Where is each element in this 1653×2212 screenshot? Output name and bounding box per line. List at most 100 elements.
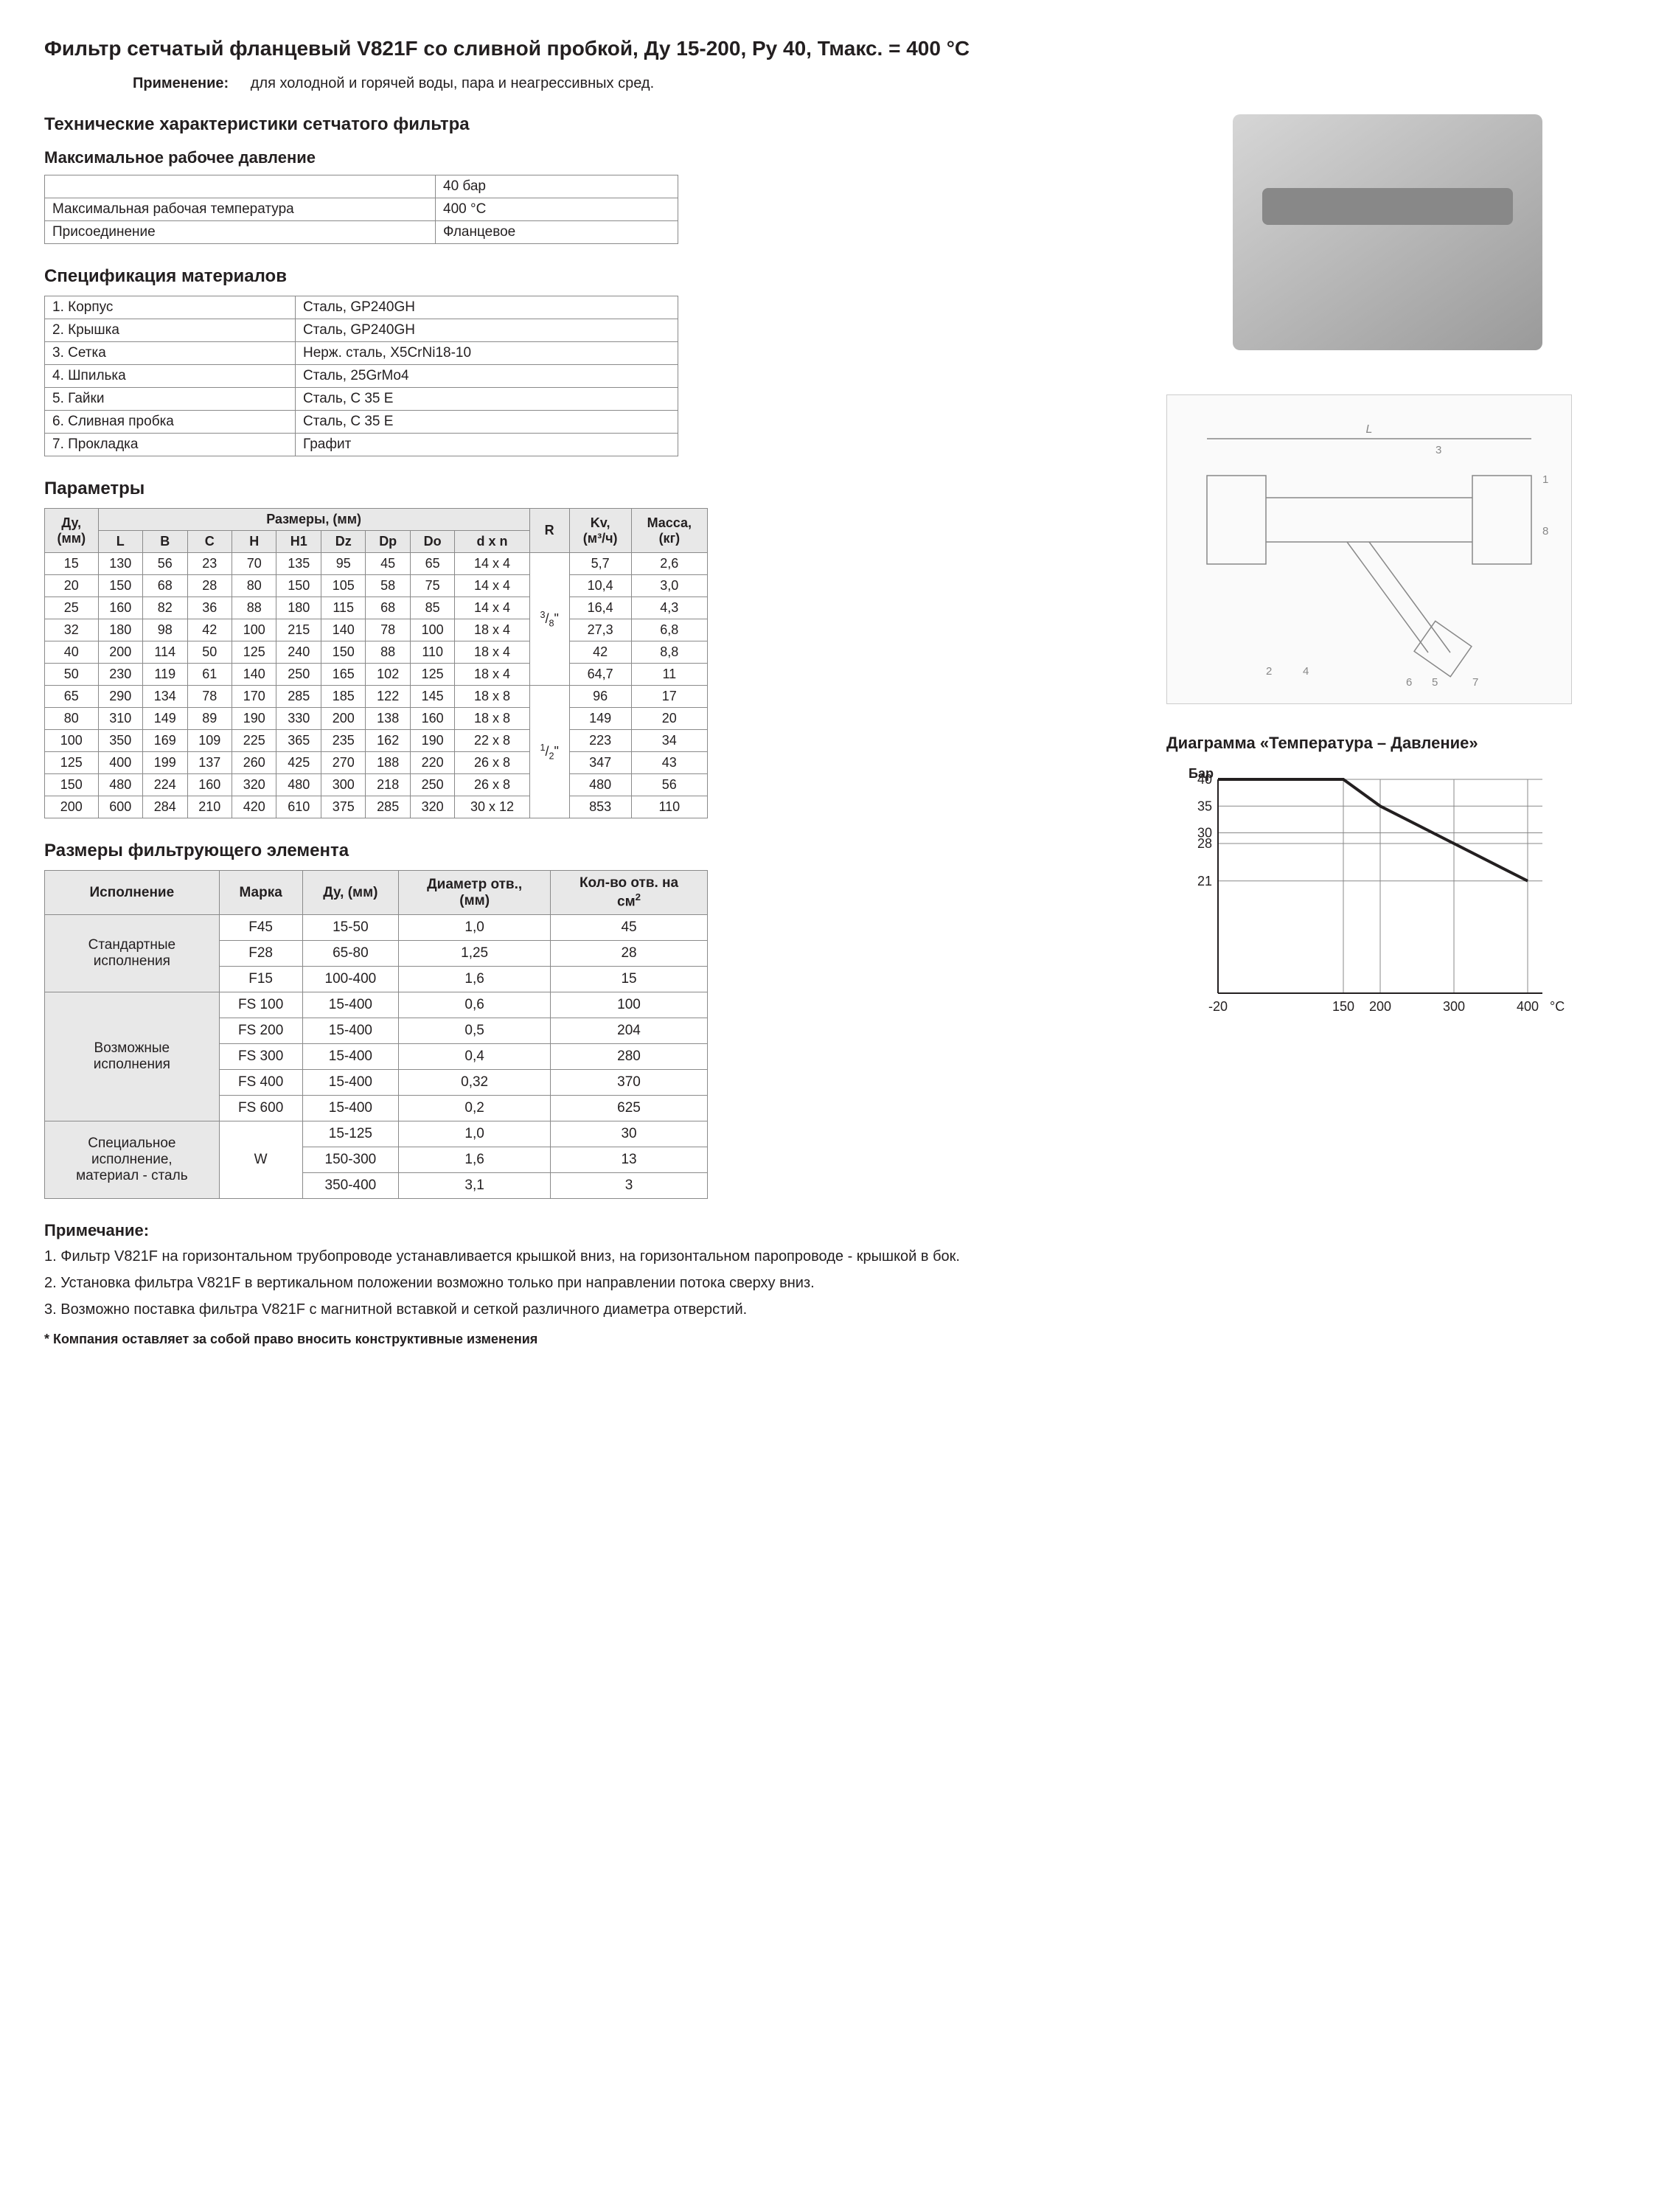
table-cell: 3. Сетка — [45, 342, 296, 365]
table-cell: 210 — [187, 796, 232, 818]
table-cell: 200 — [98, 641, 142, 664]
table-cell: 250 — [276, 664, 321, 686]
params-header: Параметры — [44, 479, 1137, 499]
table-cell: 100-400 — [302, 967, 399, 992]
table-cell: 370 — [551, 1070, 708, 1096]
table-cell: F45 — [219, 915, 302, 941]
materials-table: 1. КорпусСталь, GP240GH2. КрышкаСталь, G… — [44, 296, 678, 456]
table-cell: 280 — [551, 1044, 708, 1070]
table-cell: 1,0 — [399, 1121, 551, 1147]
pressure-table: 40 барМаксимальная рабочая температура40… — [44, 175, 678, 244]
table-cell: 610 — [276, 796, 321, 818]
svg-text:7: 7 — [1472, 676, 1478, 689]
table-cell: 100 — [232, 619, 276, 641]
table-cell: 125 — [410, 664, 454, 686]
svg-text:6: 6 — [1406, 676, 1412, 689]
pressure-temp-chart: Бар4035302821-20150200300400°С — [1166, 765, 1572, 1030]
table-cell: 15-400 — [302, 1044, 399, 1070]
application-label: Применение: — [44, 75, 229, 91]
table-cell: 365 — [276, 730, 321, 752]
table-cell: 32 — [45, 619, 99, 641]
table-cell: 70 — [232, 553, 276, 575]
params-table: Ду,(мм)Размеры, (мм)RKv,(м³/ч)Масса,(кг)… — [44, 508, 708, 818]
table-cell: 1. Корпус — [45, 296, 296, 319]
table-cell: 0,4 — [399, 1044, 551, 1070]
table-cell: 10,4 — [569, 575, 631, 597]
table-cell: 600 — [98, 796, 142, 818]
table-cell: 1,25 — [399, 941, 551, 967]
table-cell: 200 — [321, 708, 365, 730]
table-cell: 6,8 — [631, 619, 707, 641]
table-cell: 15 — [551, 967, 708, 992]
table-cell: 15 — [45, 553, 99, 575]
table-cell: 75 — [410, 575, 454, 597]
table-cell: 110 — [631, 796, 707, 818]
table-cell: 15-50 — [302, 915, 399, 941]
table-cell: 125 — [232, 641, 276, 664]
table-cell: 170 — [232, 686, 276, 708]
table-cell: 138 — [366, 708, 410, 730]
table-cell: 400 — [98, 752, 142, 774]
table-cell: 285 — [276, 686, 321, 708]
table-cell: 15-400 — [302, 1018, 399, 1044]
table-cell: 190 — [232, 708, 276, 730]
table-cell: 224 — [143, 774, 187, 796]
svg-text:200: 200 — [1369, 999, 1391, 1014]
table-cell: 320 — [232, 774, 276, 796]
table-cell: 15-400 — [302, 992, 399, 1018]
table-cell: 50 — [45, 664, 99, 686]
table-cell: 89 — [187, 708, 232, 730]
table-cell: 5. Гайки — [45, 388, 296, 411]
technical-drawing: L 1 8 3 2 4 6 5 7 — [1166, 394, 1572, 704]
table-cell: 134 — [143, 686, 187, 708]
table-cell: 80 — [45, 708, 99, 730]
table-cell: 135 — [276, 553, 321, 575]
note-line: 1. Фильтр V821F на горизонтальном трубоп… — [44, 1246, 1137, 1267]
table-cell: F15 — [219, 967, 302, 992]
table-cell: FS 300 — [219, 1044, 302, 1070]
table-cell: 1,6 — [399, 967, 551, 992]
table-cell: 3/8" — [529, 553, 569, 686]
table-cell: 199 — [143, 752, 187, 774]
table-cell: 78 — [187, 686, 232, 708]
table-cell: 5,7 — [569, 553, 631, 575]
table-cell: 100 — [410, 619, 454, 641]
table-cell: 347 — [569, 752, 631, 774]
table-cell: 34 — [631, 730, 707, 752]
svg-text:4: 4 — [1303, 665, 1309, 678]
table-cell: 27,3 — [569, 619, 631, 641]
table-cell: 36 — [187, 597, 232, 619]
table-cell: 14 x 4 — [455, 597, 529, 619]
table-cell: Сталь, 25GrMo4 — [296, 365, 678, 388]
table-cell: 285 — [366, 796, 410, 818]
table-cell: 14 x 4 — [455, 553, 529, 575]
table-cell: 1,0 — [399, 915, 551, 941]
table-cell: 400 °С — [436, 198, 678, 221]
filter-table: ИсполнениеМаркаДу, (мм)Диаметр отв.,(мм)… — [44, 870, 708, 1199]
table-cell: 88 — [366, 641, 410, 664]
table-cell: 188 — [366, 752, 410, 774]
table-cell: 240 — [276, 641, 321, 664]
table-cell: 18 x 8 — [455, 686, 529, 708]
table-cell: 68 — [143, 575, 187, 597]
table-cell: 65 — [410, 553, 454, 575]
disclaimer: * Компания оставляет за собой право внос… — [44, 1332, 1137, 1347]
table-cell: 223 — [569, 730, 631, 752]
svg-text:8: 8 — [1542, 525, 1548, 538]
table-cell: 320 — [410, 796, 454, 818]
table-cell: 22 x 8 — [455, 730, 529, 752]
table-cell: FS 200 — [219, 1018, 302, 1044]
table-cell: 7. Прокладка — [45, 434, 296, 456]
table-cell: 169 — [143, 730, 187, 752]
table-cell: 65 — [45, 686, 99, 708]
application-text: для холодной и горячей воды, пара и неаг… — [251, 75, 654, 91]
table-cell: Сталь, GP240GH — [296, 296, 678, 319]
table-cell: 42 — [187, 619, 232, 641]
table-cell: 50 — [187, 641, 232, 664]
table-cell: Сталь, C 35 E — [296, 411, 678, 434]
svg-text:40: 40 — [1197, 772, 1212, 787]
table-cell: 65-80 — [302, 941, 399, 967]
table-cell: 0,5 — [399, 1018, 551, 1044]
table-cell: 853 — [569, 796, 631, 818]
table-cell: 122 — [366, 686, 410, 708]
